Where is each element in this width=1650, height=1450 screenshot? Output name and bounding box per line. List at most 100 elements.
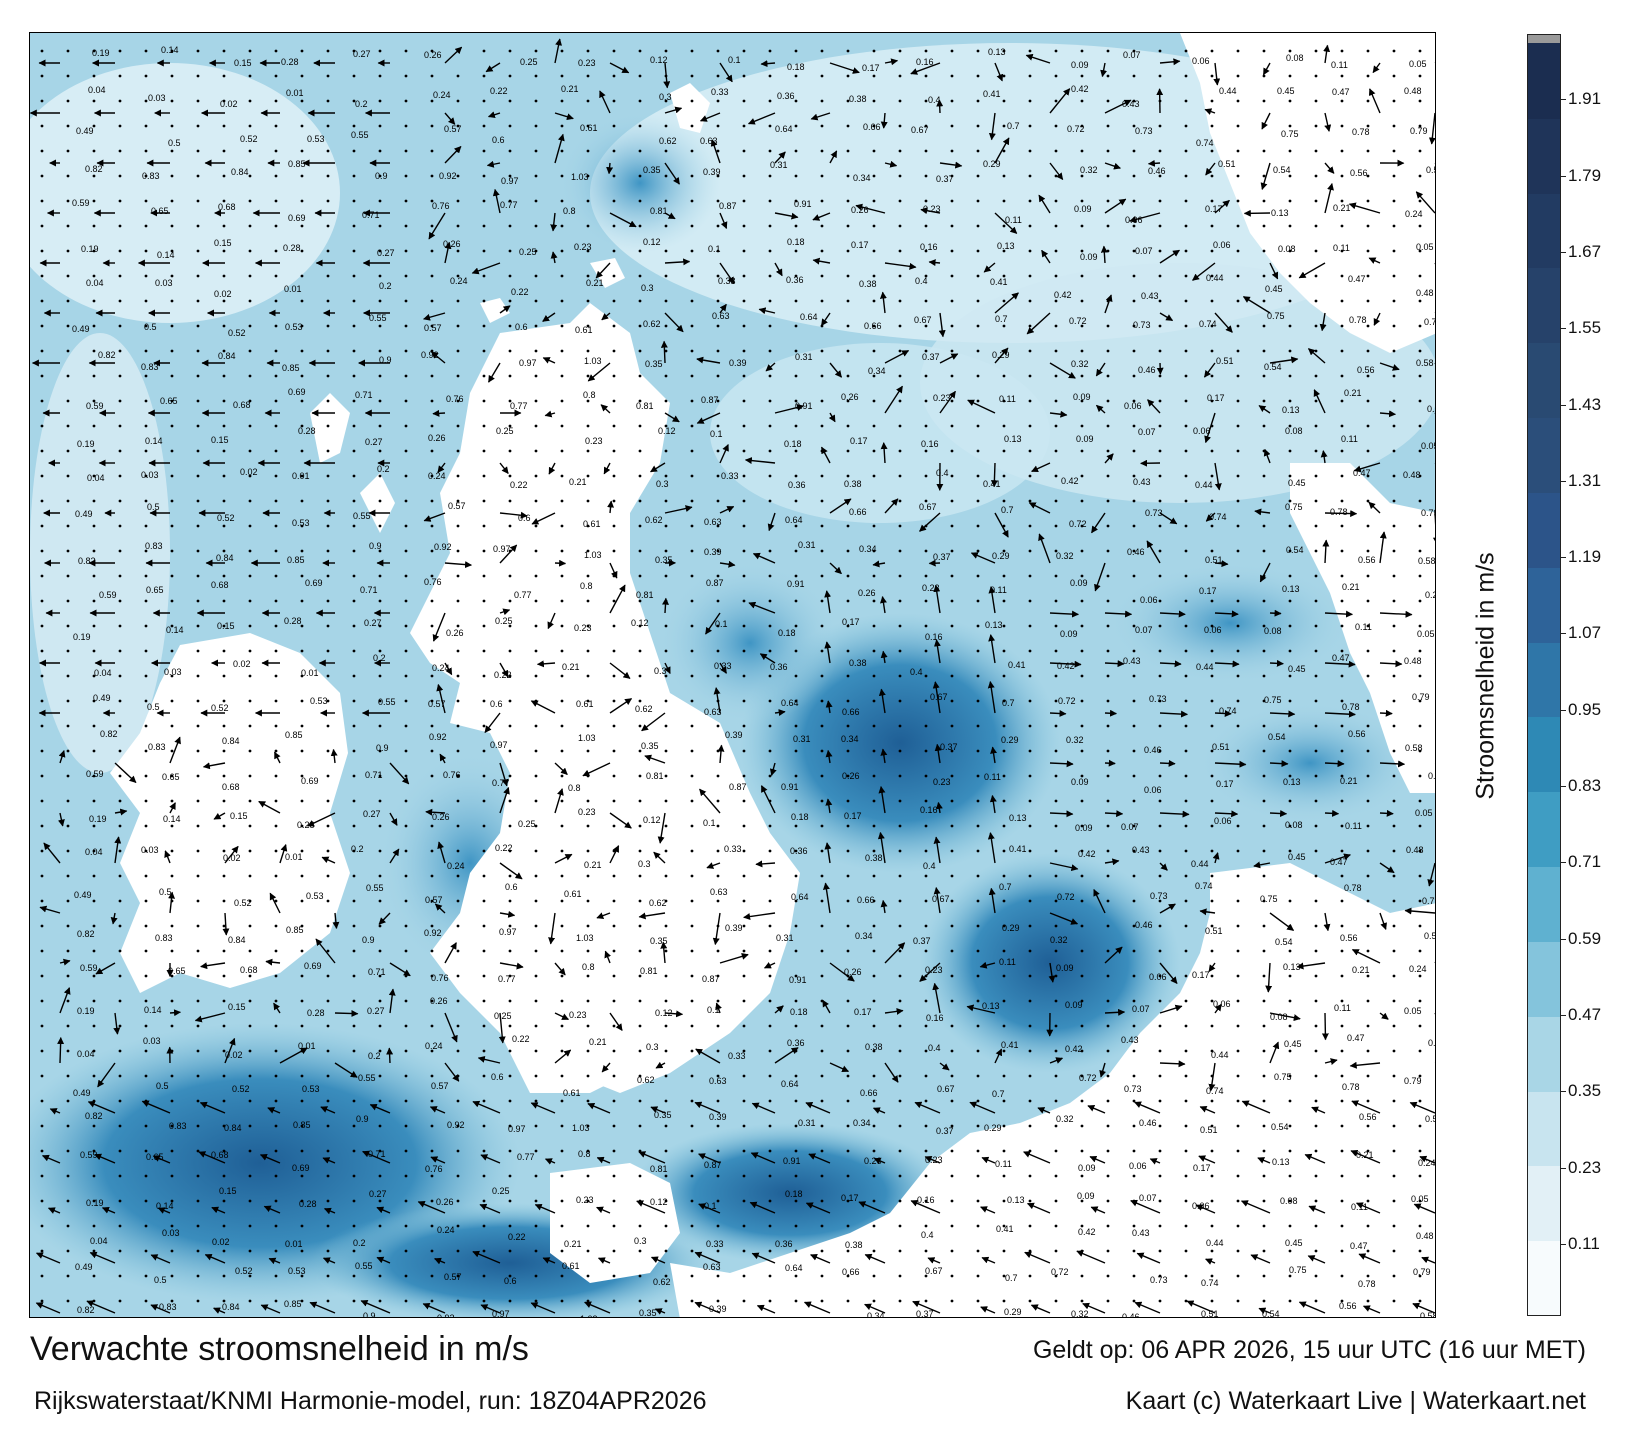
grid-dot (586, 624, 590, 628)
speed-label: 0.16 (925, 632, 943, 642)
grid-dot (794, 399, 798, 403)
speed-label: 0.05 (1416, 242, 1434, 252)
grid-dot (378, 899, 382, 903)
current-arrow (664, 312, 684, 333)
grid-dot (456, 324, 460, 328)
grid-dot (196, 1124, 200, 1128)
speed-label: 0.85 (287, 555, 305, 565)
grid-dot (690, 1299, 694, 1303)
grid-dot (950, 199, 954, 203)
grid-dot (872, 674, 876, 678)
grid-dot (326, 424, 330, 428)
grid-dot (560, 499, 564, 503)
grid-dot (534, 1274, 538, 1278)
current-arrow (487, 111, 501, 119)
current-arrow (609, 812, 632, 829)
grid-dot (300, 424, 304, 428)
grid-dot (716, 149, 720, 153)
current-arrow (58, 750, 66, 764)
grid-dot (1262, 849, 1266, 853)
speed-label: 0.85 (284, 1299, 302, 1309)
grid-dot (1340, 99, 1344, 103)
grid-dot (1080, 1099, 1084, 1103)
current-arrow (1048, 962, 1056, 983)
current-arrow (1214, 810, 1239, 818)
grid-dot (222, 1149, 226, 1153)
speed-label: 0.91 (795, 401, 813, 411)
grid-dot (1106, 1124, 1110, 1128)
grid-dot (586, 1099, 590, 1103)
speed-label: 0.92 (439, 171, 457, 181)
current-arrow (1324, 1058, 1338, 1065)
current-arrow (1134, 1301, 1161, 1314)
grid-dot (300, 1124, 304, 1128)
colorbar-tick-label: 0.23 (1568, 1157, 1602, 1177)
grid-dot (1262, 624, 1266, 628)
grid-dot (976, 424, 980, 428)
grid-dot (1054, 349, 1058, 353)
grid-dot (66, 249, 70, 253)
current-arrow (751, 1102, 776, 1114)
grid-dot (508, 1174, 512, 1178)
grid-dot (404, 524, 408, 528)
grid-dot (352, 449, 356, 453)
grid-dot (612, 1099, 616, 1103)
grid-dot (534, 749, 538, 753)
speed-label: 0.1 (708, 244, 721, 254)
grid-dot (300, 1174, 304, 1178)
grid-dot (560, 199, 564, 203)
grid-dot (690, 999, 694, 1003)
grid-dot (820, 149, 824, 153)
grid-dot (716, 1074, 720, 1078)
grid-dot (404, 674, 408, 678)
grid-dot (1132, 699, 1136, 703)
grid-dot (222, 1074, 226, 1078)
speed-label: 0.63 (704, 517, 722, 527)
grid-dot (846, 724, 850, 728)
grid-dot (1340, 899, 1344, 903)
grid-dot (716, 49, 720, 53)
grid-dot (40, 274, 44, 278)
grid-dot (820, 774, 824, 778)
speed-label: 0.2 (368, 1051, 381, 1061)
speed-label: 0.68 (240, 965, 258, 975)
grid-dot (1028, 424, 1032, 428)
current-arrow (1192, 262, 1216, 281)
grid-dot (1392, 49, 1396, 53)
current-arrow (932, 982, 941, 1014)
grid-dot (690, 1149, 694, 1153)
grid-dot (1288, 1124, 1292, 1128)
grid-dot (248, 149, 252, 153)
grid-dot (1184, 724, 1188, 728)
speed-label: 0.25 (520, 57, 538, 67)
grid-dot (612, 1049, 616, 1053)
grid-dot (716, 1099, 720, 1103)
grid-dot (560, 1124, 564, 1128)
speed-label: 0.13 (1282, 405, 1300, 415)
speed-label: 0.53 (288, 1266, 306, 1276)
colorbar-tick-label: 1.91 (1568, 89, 1602, 109)
speed-label: 0.54 (1264, 362, 1282, 372)
grid-dot (950, 599, 954, 603)
grid-dot (534, 1174, 538, 1178)
speed-label: 0.12 (631, 618, 649, 628)
speed-label: 0.79 (1422, 896, 1436, 906)
grid-dot (1288, 599, 1292, 603)
grid-dot (170, 1299, 174, 1303)
grid-dot (222, 499, 226, 503)
current-arrow (1147, 399, 1161, 414)
current-arrow (547, 612, 556, 630)
grid-dot (612, 574, 616, 578)
grid-dot (482, 499, 486, 503)
grid-dot (560, 1074, 564, 1078)
grid-dot (40, 574, 44, 578)
grid-dot (1314, 349, 1318, 353)
grid-dot (742, 624, 746, 628)
grid-dot (456, 974, 460, 978)
grid-dot (196, 924, 200, 928)
grid-dot (378, 474, 382, 478)
current-arrow (609, 584, 626, 614)
grid-dot (1028, 999, 1032, 1003)
grid-dot (716, 574, 720, 578)
grid-dot (430, 924, 434, 928)
